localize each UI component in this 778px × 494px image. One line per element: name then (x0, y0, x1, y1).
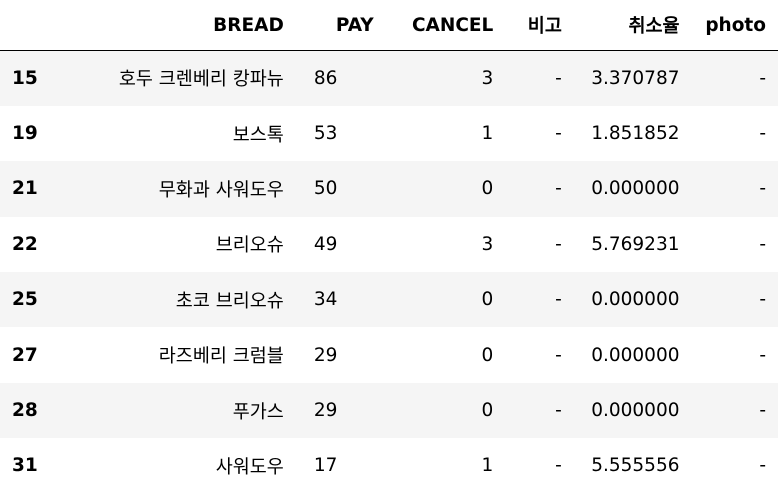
cell-cancel: 1 (384, 438, 504, 493)
cell-note: - (503, 161, 572, 216)
cell-rate: 0.000000 (572, 161, 690, 216)
cell-bread: 초코 브리오슈 (53, 272, 284, 327)
cell-pay: 50 (284, 161, 384, 216)
cell-photo: - (690, 383, 778, 438)
header-row: BREAD PAY CANCEL 비고 취소율 photo (0, 0, 778, 51)
header-pay: PAY (284, 0, 384, 51)
cell-cancel: 0 (384, 272, 504, 327)
cell-bread: 푸가스 (53, 383, 284, 438)
cell-pay: 49 (284, 217, 384, 272)
cell-note: - (503, 51, 572, 106)
cell-note: - (503, 383, 572, 438)
cell-photo: - (690, 327, 778, 382)
cell-cancel: 0 (384, 161, 504, 216)
cell-bread: 보스톡 (53, 106, 284, 161)
cell-photo: - (690, 161, 778, 216)
cell-bread: 호두 크렌베리 캉파뉴 (53, 51, 284, 106)
header-rate: 취소율 (572, 0, 690, 51)
header-cancel: CANCEL (384, 0, 504, 51)
cell-photo: - (690, 438, 778, 493)
header-index (0, 0, 53, 51)
row-index: 25 (0, 272, 53, 327)
row-index: 27 (0, 327, 53, 382)
row-index: 19 (0, 106, 53, 161)
row-index: 22 (0, 217, 53, 272)
cell-photo: - (690, 51, 778, 106)
cell-bread: 브리오슈 (53, 217, 284, 272)
cell-cancel: 3 (384, 51, 504, 106)
cell-rate: 0.000000 (572, 327, 690, 382)
cell-photo: - (690, 272, 778, 327)
cell-rate: 3.370787 (572, 51, 690, 106)
cell-rate: 0.000000 (572, 383, 690, 438)
row-index: 21 (0, 161, 53, 216)
cell-pay: 17 (284, 438, 384, 493)
cell-note: - (503, 272, 572, 327)
cell-pay: 29 (284, 383, 384, 438)
cell-note: - (503, 106, 572, 161)
cell-bread: 무화과 사워도우 (53, 161, 284, 216)
cell-rate: 0.000000 (572, 272, 690, 327)
cell-note: - (503, 438, 572, 493)
cell-cancel: 0 (384, 327, 504, 382)
cell-pay: 29 (284, 327, 384, 382)
cell-cancel: 3 (384, 217, 504, 272)
cell-rate: 5.769231 (572, 217, 690, 272)
cell-note: - (503, 327, 572, 382)
cell-bread: 사워도우 (53, 438, 284, 493)
cell-rate: 5.555556 (572, 438, 690, 493)
cell-bread: 라즈베리 크럼블 (53, 327, 284, 382)
cell-rate: 1.851852 (572, 106, 690, 161)
header-note: 비고 (503, 0, 572, 51)
cell-pay: 53 (284, 106, 384, 161)
cell-photo: - (690, 217, 778, 272)
cell-cancel: 1 (384, 106, 504, 161)
header-photo: photo (690, 0, 778, 51)
row-index: 31 (0, 438, 53, 493)
cell-photo: - (690, 106, 778, 161)
table-header: BREAD PAY CANCEL 비고 취소율 photo (0, 0, 778, 51)
header-bread: BREAD (53, 0, 284, 51)
cell-pay: 86 (284, 51, 384, 106)
row-index: 15 (0, 51, 53, 106)
cell-pay: 34 (284, 272, 384, 327)
row-index: 28 (0, 383, 53, 438)
cell-note: - (503, 217, 572, 272)
cell-cancel: 0 (384, 383, 504, 438)
